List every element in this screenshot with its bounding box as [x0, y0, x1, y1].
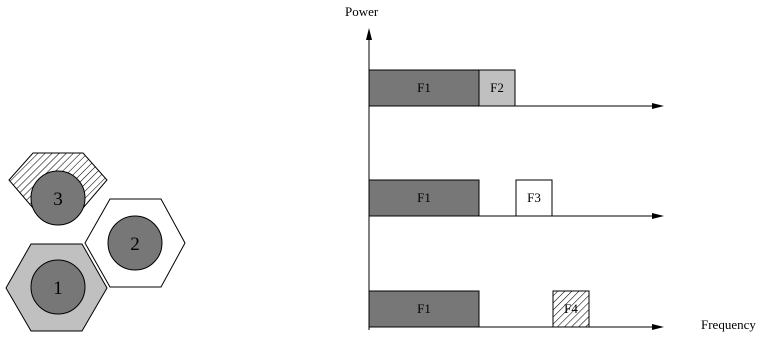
- cell-2: 2: [84, 198, 186, 288]
- cell-3: 3: [8, 152, 108, 226]
- row-2-band-f1-label: F1: [417, 190, 431, 205]
- row-1-band-f1-label: F1: [417, 80, 431, 95]
- row-1-band-f2: [478, 69, 516, 107]
- spectrum-row-2: F1 F3: [368, 179, 664, 219]
- row-3-band-f4-label: F4: [564, 301, 578, 316]
- row-1-band-f2-label: F2: [490, 80, 504, 95]
- row-2-band-f1: [368, 179, 480, 217]
- row-2-arrowhead: [652, 213, 664, 219]
- y-axis-arrowhead: [366, 28, 372, 40]
- row-3-band-f1: [368, 290, 480, 328]
- cell-2-label: 2: [130, 234, 140, 255]
- y-axis-title: Power: [345, 4, 379, 19]
- cell-2-circle: [107, 215, 163, 271]
- row-1-band-f1: [368, 69, 480, 107]
- cell-cluster: 3 2 1: [5, 152, 186, 332]
- row-2-band-f3: [515, 179, 553, 217]
- row-3-band-f1-label: F1: [417, 301, 431, 316]
- spectrum-row-3: F1 F4: [368, 290, 664, 330]
- row-3-arrowhead: [652, 324, 664, 330]
- spectrum-diagram: Power F1 F2 F1 F3 F1 F4: [345, 4, 756, 332]
- cell-3-circle: [30, 170, 86, 226]
- cell-1-circle: [30, 259, 86, 315]
- x-axis-title: Frequency: [701, 317, 756, 332]
- cell-3-label: 3: [53, 189, 63, 210]
- row-3-band-f4: [552, 290, 590, 328]
- row-1-arrowhead: [652, 103, 664, 109]
- cell-1: 1: [5, 243, 108, 332]
- spectrum-row-1: F1 F2: [368, 69, 664, 109]
- row-2-band-f3-label: F3: [527, 190, 541, 205]
- cell-1-label: 1: [53, 278, 63, 299]
